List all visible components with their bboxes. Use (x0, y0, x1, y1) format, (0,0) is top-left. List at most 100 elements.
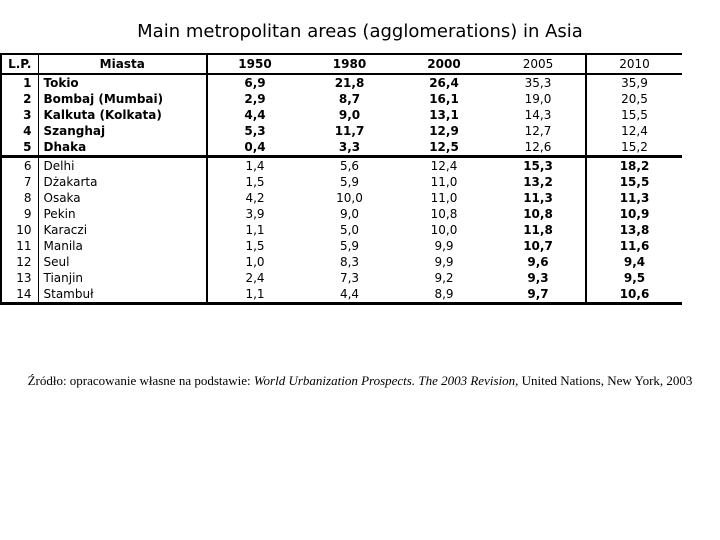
value-cell-y1950: 1,4 (245, 159, 265, 173)
table-body: 1 Tokio 6,9 21,8 26,4 35,3 35,9 2 Bombaj (Mumbai… (1, 74, 682, 304)
table-row: 3 Kalkuta (Kolkata) 4,4 9,0 13,1 14,3 15,5 (1, 107, 682, 123)
value-cell-y1950: 1,5 (245, 175, 265, 189)
city-cell: Kalkuta (Kolkata) (38, 107, 208, 123)
value-cell-y2005: 19,0 (491, 91, 587, 107)
value-cell-y1950: 1,5 (245, 239, 265, 253)
lp-cell: 13 (1, 270, 39, 286)
lp-cell: 9 (1, 206, 39, 222)
value-cell-y1980: 7,3 (339, 271, 360, 285)
value-cell-y2010: 15,5 (619, 175, 650, 189)
city-cell: Stambuł (38, 286, 208, 304)
value-cell-y2000: 10,0 (430, 223, 458, 237)
value-cell-y1980: 3,3 (302, 139, 397, 158)
table-row: 10 Karaczi 1,1 5,0 10,0 11,8 13,8 (1, 222, 682, 238)
table-row: 5 Dhaka 0,4 3,3 12,5 12,6 15,2 (1, 139, 682, 158)
source-note: Źródło: opracowanie własne na podstawie:… (0, 373, 720, 389)
table-row: 7 Dżakarta 1,5 5,9 11,0 13,2 15,5 (1, 174, 682, 190)
lp-cell: 1 (1, 74, 39, 91)
value-cell-y2010: 18,2 (619, 159, 650, 173)
column-header-y2005: 2005 (491, 54, 587, 75)
source-prefix: Źródło: opracowanie własne na podstawie: (27, 373, 254, 388)
table-row: 8 Osaka 4,2 10,0 11,0 11,3 11,3 (1, 190, 682, 206)
slide-title: Main metropolitan areas (agglomerations)… (137, 21, 583, 42)
lp-cell: 2 (1, 91, 39, 107)
lp-cell: 10 (1, 222, 39, 238)
value-cell-y1950: 5,3 (244, 124, 266, 138)
value-cell-y1950: 2,9 (244, 92, 266, 106)
value-cell-y2010: 12,4 (621, 124, 648, 138)
value-cell-y2005: 11,3 (491, 190, 587, 206)
value-cell-y2005: 14,3 (491, 107, 587, 123)
lp-cell: 3 (1, 107, 39, 123)
table-row: 11 Manila 1,5 5,9 9,9 10,7 11,6 (1, 238, 682, 254)
value-cell-y1950: 2,4 (245, 271, 265, 285)
source-suffix: , United Nations, New York, 2003 (515, 373, 693, 388)
column-header-y1980: 1980 (302, 54, 397, 75)
city-cell: Manila (38, 238, 208, 254)
lp-cell: 12 (1, 254, 39, 270)
city-cell: Szanghaj (38, 123, 208, 139)
value-cell-y2010: 9,4 (623, 255, 646, 269)
value-cell-y2000: 13,1 (429, 108, 459, 122)
value-cell-y2010: 11,3 (619, 191, 650, 205)
table-row: 1 Tokio 6,9 21,8 26,4 35,3 35,9 (1, 74, 682, 91)
value-cell-y1950: 4,4 (244, 108, 266, 122)
value-cell-y2000: 9,9 (434, 239, 454, 253)
value-cell-y2010: 11,6 (619, 239, 650, 253)
column-header-city: Miasta (38, 54, 208, 75)
lp-cell: 5 (1, 139, 39, 158)
value-cell-y1980: 10,0 (336, 191, 363, 205)
city-cell: Dżakarta (38, 174, 208, 190)
column-header-lp: L.P. (1, 54, 39, 75)
value-cell-y1950: 1,1 (245, 223, 265, 237)
table-row: 2 Bombaj (Mumbai) 2,9 8,7 16,1 19,0 20,5 (1, 91, 682, 107)
value-cell-y1980: 5,0 (339, 223, 360, 237)
lp-cell: 8 (1, 190, 39, 206)
source-work-title: World Urbanization Prospects. The 2003 R… (253, 373, 516, 388)
value-cell-y2005: 35,3 (491, 74, 587, 91)
value-cell-y2000: 10,8 (430, 207, 458, 221)
value-cell-y2010: 9,5 (623, 271, 646, 285)
value-cell-y2010: 15,5 (621, 108, 648, 122)
value-cell-y2010: 15,2 (586, 139, 682, 158)
value-cell-y2000: 9,2 (434, 271, 454, 285)
city-cell: Bombaj (Mumbai) (38, 91, 208, 107)
value-cell-y2010: 13,8 (619, 223, 650, 237)
value-cell-y1980: 8,7 (338, 92, 361, 106)
city-cell: Pekin (38, 206, 208, 222)
lp-cell: 14 (1, 286, 39, 304)
value-cell-y1980: 8,3 (339, 255, 360, 269)
value-cell-y2005: 15,3 (491, 156, 587, 174)
value-cell-y2005: 12,6 (491, 139, 587, 158)
value-cell-y2005: 12,7 (491, 123, 587, 139)
column-header-y2010: 2010 (586, 54, 682, 75)
table-row: 9 Pekin 3,9 9,0 10,8 10,8 10,9 (1, 206, 682, 222)
value-cell-y2005: 13,2 (491, 174, 587, 190)
value-cell-y2000: 12,5 (397, 139, 491, 158)
value-cell-y2005: 11,8 (491, 222, 587, 238)
value-cell-y2000: 12,4 (430, 159, 458, 173)
column-header-y2000: 2000 (397, 54, 491, 75)
city-cell: Dhaka (38, 139, 208, 158)
city-cell: Tianjin (38, 270, 208, 286)
column-header-y1950: 1950 (207, 54, 302, 75)
lp-cell: 6 (1, 156, 39, 174)
value-cell-y2005: 10,7 (491, 238, 587, 254)
table-row: 4 Szanghaj 5,3 11,7 12,9 12,7 12,4 (1, 123, 682, 139)
value-cell-y2010: 10,6 (619, 287, 650, 301)
table-row: 14 Stambuł 1,1 4,4 8,9 9,7 10,6 (1, 286, 682, 304)
city-cell: Delhi (38, 156, 208, 174)
value-cell-y1950: 3,9 (245, 207, 265, 221)
value-cell-y2010: 35,9 (621, 76, 648, 90)
metro-areas-table: L.P. Miasta 1950 1980 2000 2005 2010 1 Tokio 6,9… (0, 53, 682, 305)
table-row: 13 Tianjin 2,4 7,3 9,2 9,3 9,5 (1, 270, 682, 286)
value-cell-y1950: 0,4 (207, 139, 302, 158)
value-cell-y2010: 10,9 (619, 207, 650, 221)
city-cell: Seul (38, 254, 208, 270)
table-row: 12 Seul 1,0 8,3 9,9 9,6 9,4 (1, 254, 682, 270)
value-cell-y2005: 10,8 (491, 206, 587, 222)
city-cell: Karaczi (38, 222, 208, 238)
value-cell-y1950: 1,0 (245, 255, 265, 269)
header-row: L.P. Miasta 1950 1980 2000 2005 2010 (1, 54, 682, 75)
value-cell-y2000: 16,1 (429, 92, 459, 106)
